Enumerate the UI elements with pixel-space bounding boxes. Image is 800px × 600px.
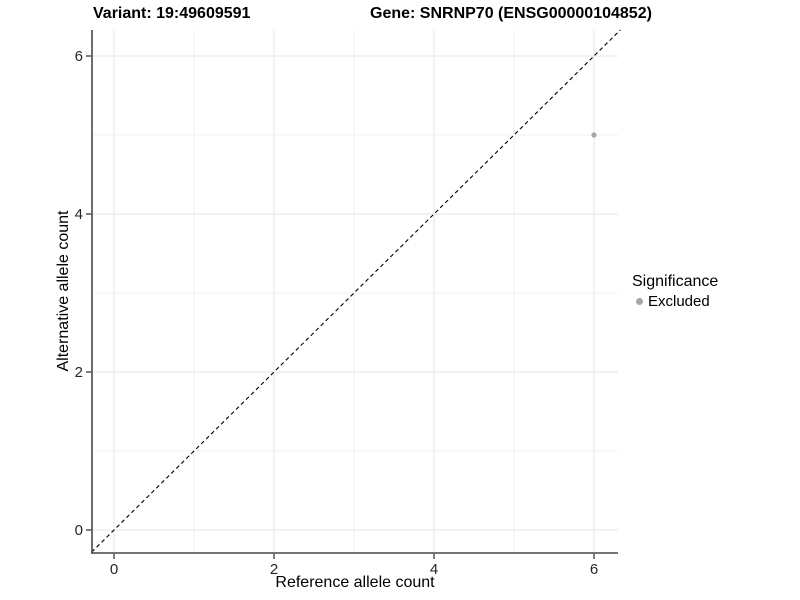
svg-text:0: 0 [75,522,83,539]
svg-text:2: 2 [75,364,83,381]
svg-text:6: 6 [75,48,83,65]
legend-point-swatch [636,298,643,305]
svg-text:4: 4 [75,206,83,223]
svg-text:4: 4 [430,561,438,578]
legend: Significance Excluded [632,272,718,310]
legend-item-excluded: Excluded [632,293,718,310]
svg-text:6: 6 [590,561,598,578]
plot-title-variant: Variant: 19:49609591 [93,5,251,22]
svg-text:0: 0 [110,561,118,578]
legend-title: Significance [632,273,719,290]
plot-title-gene: Gene: SNRNP70 (ENSG00000104852) [370,5,652,22]
y-axis-title: Alternative allele count [55,210,72,372]
svg-text:2: 2 [270,561,278,578]
x-axis-title: Reference allele count [275,574,435,591]
legend-item-label: Excluded [648,293,710,310]
